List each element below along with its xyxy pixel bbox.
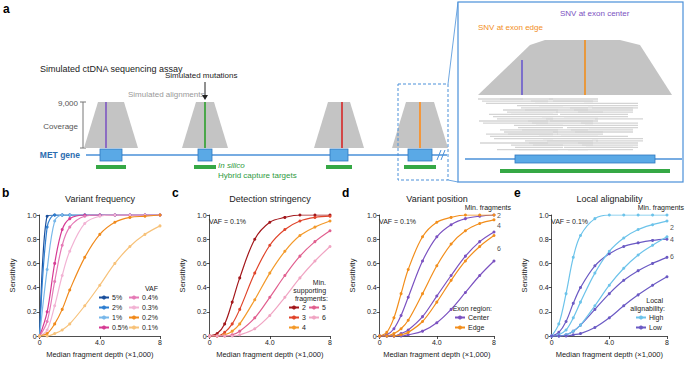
svg-text:0.6: 0.6 — [197, 260, 207, 267]
svg-text:0: 0 — [550, 339, 554, 346]
svg-text:8: 8 — [492, 339, 496, 346]
svg-text:Sensitivity: Sensitivity — [178, 258, 187, 292]
svg-text:4: 4 — [302, 324, 306, 331]
svg-text:0: 0 — [545, 333, 549, 340]
svg-text:fragments:: fragments: — [295, 295, 328, 303]
svg-text:Hybrid capture targets: Hybrid capture targets — [218, 171, 297, 180]
svg-text:2: 2 — [497, 212, 501, 219]
svg-text:0.5%: 0.5% — [112, 324, 128, 331]
svg-text:Simulated alignments: Simulated alignments — [128, 90, 204, 99]
svg-text:0.4%: 0.4% — [142, 294, 158, 301]
svg-text:0.2: 0.2 — [367, 308, 377, 315]
svg-text:0: 0 — [203, 333, 207, 340]
svg-text:Median fragment depth (×1,000): Median fragment depth (×1,000) — [46, 350, 154, 359]
svg-text:Simulated ctDNA sequencing ass: Simulated ctDNA sequencing assay — [40, 64, 183, 74]
svg-text:4.0: 4.0 — [604, 339, 614, 346]
svg-text:Local alignability: Local alignability — [576, 194, 643, 204]
svg-text:5: 5 — [322, 304, 326, 311]
svg-text:Low: Low — [649, 324, 663, 331]
svg-text:Min.: Min. — [313, 279, 328, 286]
svg-text:d: d — [342, 186, 349, 200]
svg-text:0.4: 0.4 — [539, 284, 549, 291]
svg-text:0: 0 — [208, 339, 212, 346]
svg-text:1.0: 1.0 — [197, 212, 207, 219]
svg-text:1.0: 1.0 — [367, 212, 377, 219]
svg-text:0.2: 0.2 — [27, 308, 37, 315]
svg-text:5%: 5% — [112, 294, 122, 301]
svg-text:MET gene: MET gene — [40, 150, 80, 160]
svg-text:Median fragment depth (×1,000): Median fragment depth (×1,000) — [383, 350, 491, 359]
svg-text:0: 0 — [378, 339, 382, 346]
svg-text:1.0: 1.0 — [27, 212, 37, 219]
svg-text:0: 0 — [33, 333, 37, 340]
svg-text:6: 6 — [670, 253, 674, 260]
svg-text:0.6: 0.6 — [27, 260, 37, 267]
svg-text:2: 2 — [670, 224, 674, 231]
svg-text:0.8: 0.8 — [27, 236, 37, 243]
svg-text:0.4: 0.4 — [367, 284, 377, 291]
svg-text:8: 8 — [665, 339, 669, 346]
svg-text:Simulated mutations: Simulated mutations — [165, 71, 237, 80]
svg-text:6: 6 — [497, 245, 501, 252]
svg-text:Coverage: Coverage — [43, 122, 78, 131]
svg-text:0.6: 0.6 — [367, 260, 377, 267]
svg-text:a: a — [3, 2, 10, 16]
svg-text:4: 4 — [497, 222, 501, 229]
svg-text:High: High — [649, 314, 664, 322]
svg-text:4.0: 4.0 — [432, 339, 442, 346]
svg-text:0.8: 0.8 — [197, 236, 207, 243]
svg-text:9,000: 9,000 — [58, 99, 79, 108]
svg-text:supporting: supporting — [293, 287, 328, 295]
svg-text:8: 8 — [158, 339, 162, 346]
svg-text:0.6: 0.6 — [539, 260, 549, 267]
svg-text:Min. fragments: Min. fragments — [465, 204, 512, 212]
svg-text:Center: Center — [468, 314, 490, 321]
svg-text:4.0: 4.0 — [95, 339, 105, 346]
svg-text:0.8: 0.8 — [539, 236, 549, 243]
svg-text:2: 2 — [302, 304, 306, 311]
svg-text:0.1%: 0.1% — [142, 324, 158, 331]
svg-text:Detection stringency: Detection stringency — [229, 194, 311, 204]
svg-text:e: e — [514, 186, 521, 200]
svg-text:0.4: 0.4 — [27, 284, 37, 291]
svg-text:Min. fragments: Min. fragments — [638, 204, 685, 212]
svg-text:Median fragment depth (×1,000): Median fragment depth (×1,000) — [556, 350, 664, 359]
svg-text:VAF = 0.1%: VAF = 0.1% — [209, 218, 246, 225]
svg-text:VAF = 0.1%: VAF = 0.1% — [551, 218, 588, 225]
svg-text:0.2: 0.2 — [197, 308, 207, 315]
svg-text:0: 0 — [38, 339, 42, 346]
svg-text:alignability:: alignability: — [630, 305, 665, 313]
svg-text:In silico: In silico — [218, 161, 245, 170]
svg-text:Median fragment depth (×1,000): Median fragment depth (×1,000) — [216, 350, 324, 359]
svg-text:0.2: 0.2 — [539, 308, 549, 315]
svg-text:0.2%: 0.2% — [142, 314, 158, 321]
svg-text:Sensitivity: Sensitivity — [348, 258, 357, 292]
svg-text:2%: 2% — [112, 304, 122, 311]
svg-text:1.0: 1.0 — [539, 212, 549, 219]
svg-text:4: 4 — [670, 236, 674, 243]
svg-text:Local: Local — [646, 297, 665, 304]
svg-text:c: c — [172, 186, 179, 200]
svg-text:Sensitivity: Sensitivity — [520, 258, 529, 292]
svg-text:SNV at exon center: SNV at exon center — [560, 9, 630, 18]
svg-text:0.4: 0.4 — [197, 284, 207, 291]
svg-text:8: 8 — [328, 339, 332, 346]
svg-text:Sensitivity: Sensitivity — [8, 258, 17, 292]
svg-text:Edge: Edge — [468, 324, 484, 332]
svg-text:VAF: VAF — [145, 285, 158, 292]
svg-text:1%: 1% — [112, 314, 122, 321]
svg-text:4.0: 4.0 — [265, 339, 275, 346]
svg-text:3: 3 — [302, 314, 306, 321]
svg-text:Exon region:: Exon region: — [453, 305, 492, 313]
svg-text:SNV at exon edge: SNV at exon edge — [478, 23, 543, 32]
svg-text:0.3%: 0.3% — [142, 304, 158, 311]
svg-text:0.8: 0.8 — [367, 236, 377, 243]
svg-text:VAF = 0.1%: VAF = 0.1% — [379, 218, 416, 225]
svg-text:Variant frequency: Variant frequency — [65, 194, 135, 204]
svg-text:Variant position: Variant position — [406, 194, 467, 204]
svg-text:6: 6 — [322, 314, 326, 321]
svg-text:0: 0 — [373, 333, 377, 340]
svg-text:b: b — [2, 186, 9, 200]
